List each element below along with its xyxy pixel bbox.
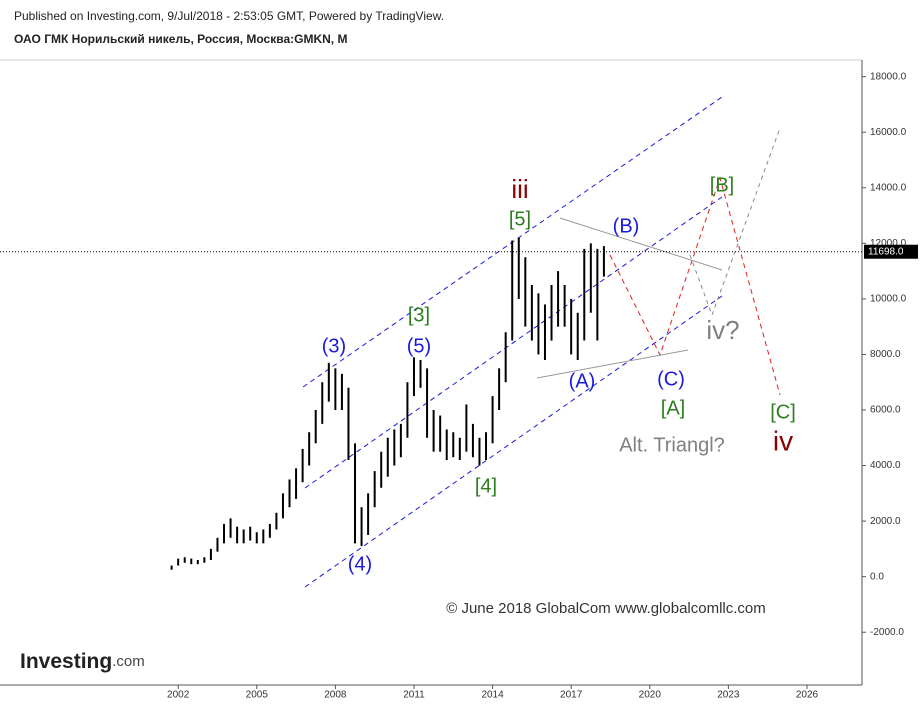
x-tick-label: 2020 (639, 690, 662, 701)
last-price-box (864, 244, 918, 259)
wave-label: (5) (407, 335, 431, 357)
logo-main: Investing (20, 650, 112, 673)
wave-label: (B) (613, 215, 640, 237)
symbol-title: ОАО ГМК Норильский никель, Россия, Москв… (14, 32, 347, 46)
wave-label: [4] (475, 475, 497, 497)
wave-label: [3] (408, 304, 430, 326)
red-path (609, 176, 781, 396)
y-tick-label: 18000.0 (870, 71, 907, 82)
logo-suffix: .com (112, 653, 145, 670)
published-line: Published on Investing.com, 9/Jul/2018 -… (14, 9, 444, 23)
wave-label: [A] (661, 397, 685, 419)
wave-label: iv? (706, 315, 739, 345)
wave-label: [C] (770, 401, 796, 423)
y-tick-label: 10000.0 (870, 294, 907, 305)
y-tick-label: 4000.0 (870, 460, 901, 471)
y-tick-label: 0.0 (870, 571, 884, 582)
gray-path (689, 127, 781, 317)
y-tick-label: 2000.0 (870, 516, 901, 527)
channel-middle (304, 196, 723, 489)
x-tick-label: 2026 (796, 690, 819, 701)
wave-label: iii (511, 174, 528, 204)
y-tick-label: 12000.0 (870, 238, 907, 249)
wave-label: (A) (569, 370, 596, 392)
y-tick-label: -2000.0 (870, 627, 904, 638)
x-tick-label: 2017 (560, 690, 583, 701)
last-price-label: 11698.0 (868, 246, 904, 257)
x-tick-label: 2014 (481, 690, 504, 701)
triangle-lower (536, 349, 689, 379)
wave-label: [5] (509, 208, 531, 230)
y-tick-label: 6000.0 (870, 405, 901, 416)
y-tick-label: 8000.0 (870, 349, 901, 360)
logo: Investing.com (20, 650, 145, 673)
wave-label: iv (773, 425, 793, 456)
triangle-upper (559, 217, 723, 271)
y-tick-label: 14000.0 (870, 182, 907, 193)
y-tick-label: 16000.0 (870, 127, 907, 138)
wave-label: Alt. Triangl? (619, 434, 725, 456)
wave-label: [B] (710, 174, 734, 196)
x-tick-label: 2005 (246, 690, 269, 701)
wave-label: (C) (657, 368, 685, 390)
x-tick-label: 2023 (717, 690, 740, 701)
channel-lower (304, 295, 723, 588)
x-tick-label: 2011 (403, 690, 425, 701)
wave-label: © June 2018 GlobalCom www.globalcomllc.c… (446, 600, 766, 617)
x-tick-label: 2008 (324, 690, 347, 701)
wave-label: (3) (322, 335, 346, 357)
wave-label: (4) (348, 553, 372, 575)
x-tick-label: 2002 (167, 690, 190, 701)
